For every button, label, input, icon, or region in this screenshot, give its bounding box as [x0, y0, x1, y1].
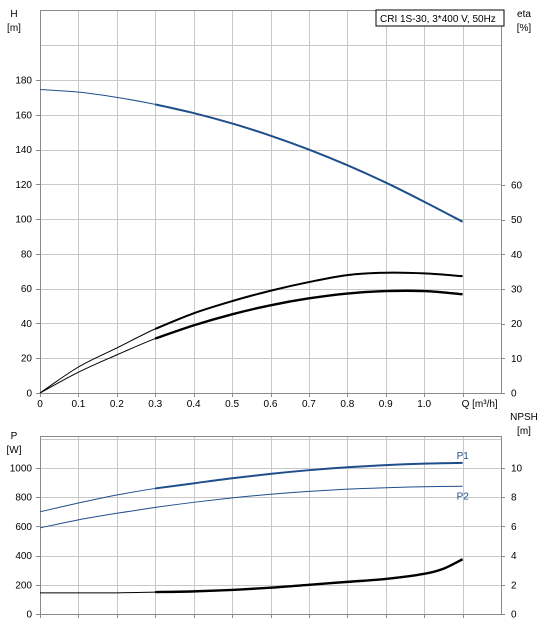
lower-left-tick-label: 400 — [15, 551, 32, 562]
series-line-thin — [39, 290, 463, 394]
info-box-text: CRI 1S-30, 3*400 V, 50Hz — [380, 14, 496, 25]
lower-right-tick-label: 8 — [511, 493, 517, 504]
series-line-bold — [154, 271, 463, 330]
x-tick-label: 0.6 — [264, 399, 278, 410]
upper-series-2 — [39, 289, 463, 394]
lower-left-tick-label: 1000 — [10, 464, 33, 475]
x-tick-label: 0.4 — [187, 399, 201, 410]
upper-left-tick-label: 40 — [21, 319, 33, 330]
x-axis-label: Q [m³/h] — [462, 399, 498, 410]
lower-right-axis-unit: [m] — [517, 426, 531, 437]
x-tick-label: 0.7 — [302, 399, 316, 410]
upper-right-tick-label: 60 — [511, 181, 523, 192]
series-line-thin — [39, 89, 463, 223]
x-tick-label: 0.2 — [110, 399, 124, 410]
upper-right-tick-label: 50 — [511, 215, 523, 226]
x-tick-label: 0.9 — [379, 399, 393, 410]
upper-grid — [40, 10, 501, 393]
lower-right-axis-label: NPSH — [510, 412, 538, 423]
upper-left-tick-label: 180 — [15, 76, 32, 87]
series-line-thin — [39, 485, 463, 529]
upper-left-axis-label: H — [10, 9, 17, 20]
upper-right-tick-label: 40 — [511, 250, 523, 261]
lower-left-tick-label: 600 — [15, 522, 32, 533]
lower-series-p1: P1 — [39, 451, 470, 513]
lower-right-tick-label: 2 — [511, 580, 517, 591]
series-label-p2: P2 — [457, 491, 470, 502]
x-tick-label: 0 — [37, 399, 43, 410]
lower-right-tick-label: 6 — [511, 522, 517, 533]
lower-right-tick-label: 4 — [511, 551, 517, 562]
upper-left-tick-label: 120 — [15, 180, 32, 191]
upper-right-tick-label: 30 — [511, 285, 523, 296]
lower-series-p2: P2 — [39, 485, 470, 529]
lower-right-tick-label: 10 — [511, 464, 523, 475]
upper-series-0 — [39, 89, 464, 223]
x-tick-label: 0.8 — [340, 399, 354, 410]
x-tick-label: 0.1 — [71, 399, 85, 410]
info-box — [375, 9, 505, 27]
upper-left-axis-unit: [m] — [7, 23, 21, 34]
upper-right-axis-label: eta — [517, 9, 531, 20]
x-tick-label: 0.5 — [225, 399, 239, 410]
lower-left-axis-unit: [W] — [7, 445, 22, 456]
upper-left-tick-label: 160 — [15, 110, 32, 121]
upper-panel: H [m] eta [%] 0 20 40 60 80 100 120 140 160 180 0 10 20 3… — [7, 9, 531, 410]
lower-left-tick-label: 800 — [15, 493, 32, 504]
x-tick-label: 1.0 — [417, 399, 431, 410]
series-line-bold — [155, 461, 463, 490]
series-line-bold — [155, 103, 464, 223]
lower-series-2 — [39, 558, 464, 594]
upper-left-tick-label: 60 — [21, 284, 33, 295]
upper-right-tick-label: 10 — [511, 354, 523, 365]
upper-left-tick-label: 100 — [15, 215, 32, 226]
series-line-bold — [155, 558, 464, 594]
lower-right-tick-label: 0 — [511, 610, 517, 621]
lower-left-tick-label: 200 — [15, 580, 32, 591]
upper-series-1 — [39, 271, 463, 394]
x-tick-label: 0.3 — [148, 399, 162, 410]
series-line-bold — [154, 289, 463, 340]
upper-left-tick-label: 20 — [21, 354, 33, 365]
lower-left-axis-label: P — [11, 431, 18, 442]
series-label-p1: P1 — [457, 451, 470, 462]
upper-left-tick-label: 80 — [21, 249, 33, 260]
upper-right-axis-unit: [%] — [517, 23, 532, 34]
lower-left-tick-label: 0 — [26, 610, 32, 621]
upper-left-tick-label: 140 — [15, 145, 32, 156]
upper-right-tick-label: 20 — [511, 319, 523, 330]
upper-right-tick-label: 0 — [511, 389, 517, 400]
upper-left-tick-label: 0 — [26, 389, 32, 400]
lower-panel: P [W] NPSH [m] 0 200 400 600 800 1000 0 2 4 6 8 10 P1 P2 — [7, 412, 538, 621]
